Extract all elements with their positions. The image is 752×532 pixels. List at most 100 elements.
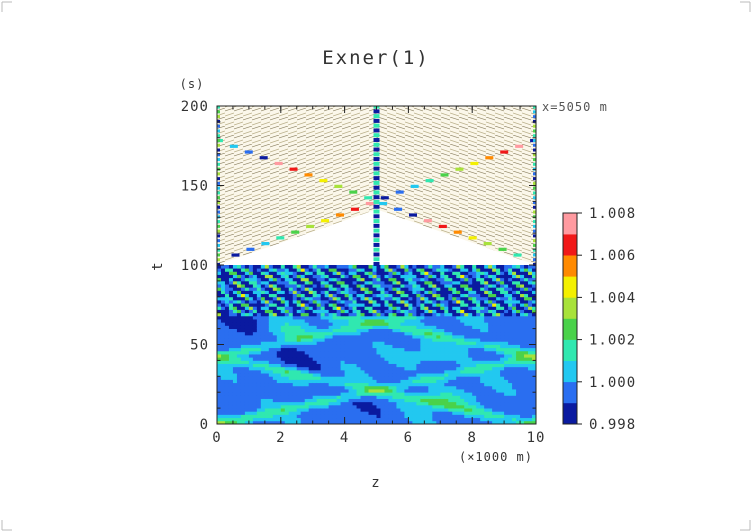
field-cell — [220, 363, 226, 368]
field-cell — [268, 306, 274, 310]
field-cell — [268, 312, 274, 317]
field-cell — [268, 350, 274, 355]
field-cell — [316, 414, 322, 419]
field-cell — [484, 392, 489, 396]
field-cell — [388, 287, 393, 291]
field-cell — [376, 322, 381, 326]
field-cell — [276, 338, 282, 342]
field-cell — [348, 312, 353, 317]
field-cell — [312, 404, 318, 409]
field-cell — [260, 347, 266, 352]
field-cell — [516, 344, 521, 349]
field-cell — [372, 268, 377, 272]
center-column-cell — [373, 157, 380, 162]
field-cell — [364, 360, 369, 364]
field-cell — [388, 354, 393, 358]
field-cell — [240, 357, 246, 361]
field-cell — [428, 287, 433, 291]
field-cell — [252, 347, 258, 352]
field-cell — [380, 344, 385, 349]
field-cell — [468, 271, 473, 275]
field-cell — [488, 389, 493, 393]
field-cell — [332, 369, 338, 374]
field-cell — [352, 338, 357, 342]
field-cell — [484, 376, 489, 380]
field-cell — [504, 322, 509, 326]
field-cell — [476, 287, 481, 291]
field-cell — [284, 328, 290, 333]
field-cell — [300, 271, 306, 275]
field-cell — [412, 268, 417, 272]
field-cell — [456, 268, 461, 272]
field-cell — [420, 369, 425, 374]
field-cell — [228, 312, 234, 317]
field-cell — [228, 420, 234, 424]
field-cell — [448, 334, 453, 339]
field-cell — [217, 293, 222, 298]
field-cell — [460, 363, 465, 368]
field-cell — [428, 414, 433, 419]
field-cell — [448, 306, 453, 310]
field-cell — [400, 360, 405, 364]
field-cell — [236, 280, 242, 285]
field-cell — [236, 344, 242, 349]
field-cell — [280, 265, 286, 269]
field-cell — [336, 395, 342, 399]
field-cell — [360, 414, 365, 419]
field-cell — [504, 338, 509, 342]
field-cell — [432, 382, 437, 387]
field-cell — [352, 290, 357, 295]
field-cell — [492, 325, 497, 329]
field-cell — [316, 392, 322, 396]
field-cell — [240, 319, 246, 323]
field-cell — [460, 322, 465, 326]
field-cell — [276, 341, 282, 345]
field-cell — [308, 287, 314, 291]
field-cell — [304, 408, 310, 412]
field-cell — [364, 392, 369, 396]
field-cell — [308, 274, 314, 279]
field-cell — [376, 328, 381, 333]
field-cell — [416, 322, 421, 326]
field-cell — [360, 338, 365, 342]
field-cell — [380, 274, 385, 279]
field-cell — [372, 312, 377, 317]
field-cell — [412, 299, 417, 304]
field-cell — [500, 350, 505, 355]
field-cell — [236, 376, 242, 380]
field-cell — [356, 398, 361, 403]
field-cell — [424, 306, 429, 310]
field-cell — [352, 347, 357, 352]
field-cell — [452, 408, 457, 412]
field-cell — [472, 299, 477, 304]
field-cell — [217, 277, 222, 282]
field-cell — [504, 280, 509, 285]
front-blob — [140, 110, 148, 113]
field-cell — [532, 341, 536, 345]
field-cell — [328, 303, 334, 307]
field-cell — [464, 303, 469, 307]
field-cell — [436, 411, 441, 415]
field-cell — [332, 325, 338, 329]
field-cell — [388, 271, 393, 275]
field-cell — [496, 277, 501, 282]
field-cell — [532, 376, 536, 380]
field-cell — [364, 271, 369, 275]
field-cell — [356, 379, 361, 384]
field-cell — [352, 420, 357, 424]
field-cell — [316, 322, 322, 326]
field-cell — [376, 290, 381, 295]
field-cell — [440, 338, 445, 342]
field-cell — [500, 417, 505, 422]
field-cell — [272, 369, 278, 374]
field-cell — [296, 363, 302, 368]
front-blob — [364, 196, 373, 200]
field-cell — [312, 325, 318, 329]
field-cell — [424, 265, 429, 269]
field-cell — [296, 322, 302, 326]
field-cell — [292, 271, 298, 275]
field-cell — [344, 357, 349, 361]
field-cell — [252, 357, 258, 361]
field-cell — [340, 354, 345, 358]
